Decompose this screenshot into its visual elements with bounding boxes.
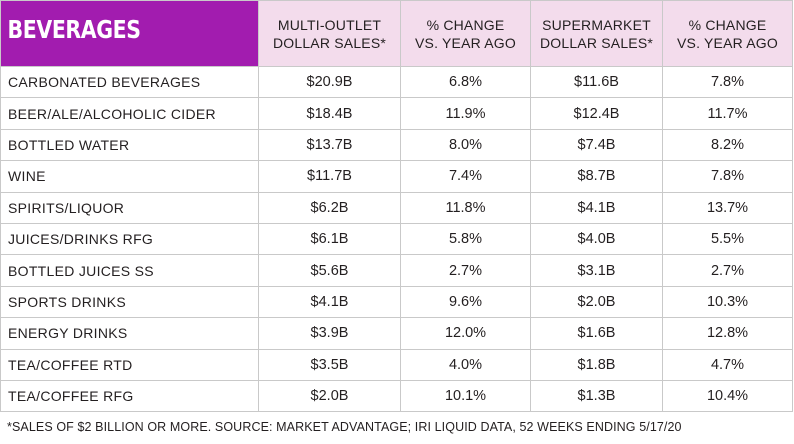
column-header-line: VS. YEAR AGO bbox=[677, 34, 778, 51]
supermarket-change-cell: 11.7% bbox=[662, 97, 793, 130]
multi-outlet-change-cell: 6.8% bbox=[400, 65, 531, 99]
column-header-line: DOLLAR SALES* bbox=[272, 34, 387, 51]
supermarket-sales-cell: $11.6B bbox=[530, 65, 663, 99]
multi-outlet-sales-cell: $6.1B bbox=[258, 222, 401, 256]
beverages-table: BEVERAGES MULTI-OUTLET DOLLAR SALES* % C… bbox=[0, 0, 793, 413]
supermarket-change-cell: 13.7% bbox=[662, 191, 793, 224]
header-row: BEVERAGES MULTI-OUTLET DOLLAR SALES* % C… bbox=[0, 0, 793, 67]
supermarket-sales-cell: $4.1B bbox=[530, 191, 663, 224]
multi-outlet-change-cell: 10.1% bbox=[400, 379, 531, 413]
multi-outlet-sales-cell: $20.9B bbox=[258, 65, 401, 99]
supermarket-change-cell: 2.7% bbox=[662, 254, 793, 287]
column-header-line: % CHANGE bbox=[426, 16, 505, 33]
column-header-supermarket-sales: SUPERMARKET DOLLAR SALES* bbox=[530, 0, 663, 67]
column-header-line: VS. YEAR AGO bbox=[415, 34, 516, 51]
category-cell: SPIRITS/LIQUOR bbox=[0, 191, 259, 224]
table-row: JUICES/DRINKS RFG $6.1B 5.8% $4.0B 5.5% bbox=[0, 222, 793, 256]
column-header-line: MULTI-OUTLET bbox=[277, 16, 382, 33]
column-header-supermarket-change: % CHANGE VS. YEAR AGO bbox=[662, 0, 793, 67]
supermarket-change-cell: 8.2% bbox=[662, 128, 793, 162]
table-row: CARBONATED BEVERAGES $20.9B 6.8% $11.6B … bbox=[0, 65, 793, 99]
multi-outlet-sales-cell: $4.1B bbox=[258, 285, 401, 319]
supermarket-sales-cell: $3.1B bbox=[530, 254, 663, 287]
category-cell: BOTTLED WATER bbox=[0, 128, 259, 162]
multi-outlet-sales-cell: $18.4B bbox=[258, 97, 401, 130]
multi-outlet-sales-cell: $6.2B bbox=[258, 191, 401, 224]
table-row: TEA/COFFEE RTD $3.5B 4.0% $1.8B 4.7% bbox=[0, 348, 793, 381]
supermarket-sales-cell: $8.7B bbox=[530, 160, 663, 193]
category-cell: CARBONATED BEVERAGES bbox=[0, 65, 259, 99]
multi-outlet-sales-cell: $13.7B bbox=[258, 128, 401, 162]
column-header-line: DOLLAR SALES* bbox=[539, 34, 654, 51]
table-row: TEA/COFFEE RFG $2.0B 10.1% $1.3B 10.4% bbox=[0, 379, 793, 413]
table-row: SPORTS DRINKS $4.1B 9.6% $2.0B 10.3% bbox=[0, 285, 793, 319]
column-header-multi-outlet-sales: MULTI-OUTLET DOLLAR SALES* bbox=[258, 0, 401, 67]
multi-outlet-sales-cell: $3.9B bbox=[258, 317, 401, 350]
multi-outlet-change-cell: 11.8% bbox=[400, 191, 531, 224]
multi-outlet-change-cell: 11.9% bbox=[400, 97, 531, 130]
category-cell: TEA/COFFEE RFG bbox=[0, 379, 259, 413]
multi-outlet-change-cell: 12.0% bbox=[400, 317, 531, 350]
table-row: WINE $11.7B 7.4% $8.7B 7.8% bbox=[0, 160, 793, 193]
table-title-cell: BEVERAGES bbox=[0, 0, 259, 67]
source-footnote: *SALES OF $2 BILLION OR MORE. SOURCE: MA… bbox=[7, 420, 682, 434]
supermarket-change-cell: 4.7% bbox=[662, 348, 793, 381]
supermarket-sales-cell: $12.4B bbox=[530, 97, 663, 130]
supermarket-change-cell: 7.8% bbox=[662, 65, 793, 99]
multi-outlet-change-cell: 7.4% bbox=[400, 160, 531, 193]
category-cell: WINE bbox=[0, 160, 259, 193]
multi-outlet-change-cell: 5.8% bbox=[400, 222, 531, 256]
category-cell: ENERGY DRINKS bbox=[0, 317, 259, 350]
multi-outlet-sales-cell: $3.5B bbox=[258, 348, 401, 381]
supermarket-change-cell: 10.3% bbox=[662, 285, 793, 319]
supermarket-sales-cell: $1.3B bbox=[530, 379, 663, 413]
category-cell: BEER/ALE/ALCOHOLIC CIDER bbox=[0, 97, 259, 130]
table-row: BEER/ALE/ALCOHOLIC CIDER $18.4B 11.9% $1… bbox=[0, 97, 793, 130]
table-title: BEVERAGES bbox=[7, 15, 141, 44]
multi-outlet-change-cell: 4.0% bbox=[400, 348, 531, 381]
multi-outlet-sales-cell: $11.7B bbox=[258, 160, 401, 193]
supermarket-sales-cell: $2.0B bbox=[530, 285, 663, 319]
supermarket-change-cell: 7.8% bbox=[662, 160, 793, 193]
table-row: BOTTLED WATER $13.7B 8.0% $7.4B 8.2% bbox=[0, 128, 793, 162]
supermarket-change-cell: 5.5% bbox=[662, 222, 793, 256]
supermarket-change-cell: 10.4% bbox=[662, 379, 793, 413]
multi-outlet-sales-cell: $2.0B bbox=[258, 379, 401, 413]
category-cell: BOTTLED JUICES SS bbox=[0, 254, 259, 287]
multi-outlet-sales-cell: $5.6B bbox=[258, 254, 401, 287]
table-row: ENERGY DRINKS $3.9B 12.0% $1.6B 12.8% bbox=[0, 317, 793, 350]
category-cell: JUICES/DRINKS RFG bbox=[0, 222, 259, 256]
category-cell: SPORTS DRINKS bbox=[0, 285, 259, 319]
table-row: BOTTLED JUICES SS $5.6B 2.7% $3.1B 2.7% bbox=[0, 254, 793, 287]
category-cell: TEA/COFFEE RTD bbox=[0, 348, 259, 381]
column-header-line: % CHANGE bbox=[688, 16, 767, 33]
supermarket-sales-cell: $1.8B bbox=[530, 348, 663, 381]
multi-outlet-change-cell: 2.7% bbox=[400, 254, 531, 287]
column-header-multi-outlet-change: % CHANGE VS. YEAR AGO bbox=[400, 0, 531, 67]
supermarket-sales-cell: $4.0B bbox=[530, 222, 663, 256]
supermarket-sales-cell: $1.6B bbox=[530, 317, 663, 350]
supermarket-sales-cell: $7.4B bbox=[530, 128, 663, 162]
table-row: SPIRITS/LIQUOR $6.2B 11.8% $4.1B 13.7% bbox=[0, 191, 793, 224]
multi-outlet-change-cell: 9.6% bbox=[400, 285, 531, 319]
column-header-line: SUPERMARKET bbox=[542, 16, 651, 33]
supermarket-change-cell: 12.8% bbox=[662, 317, 793, 350]
multi-outlet-change-cell: 8.0% bbox=[400, 128, 531, 162]
